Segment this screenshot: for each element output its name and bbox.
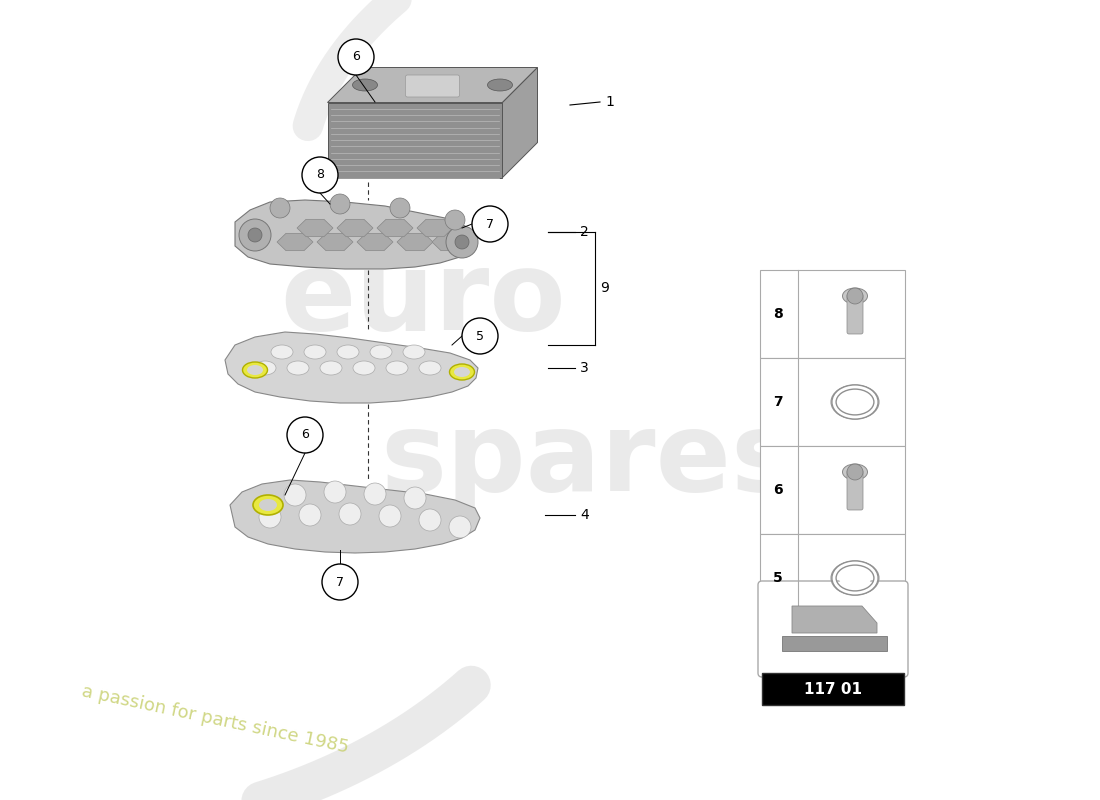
Circle shape xyxy=(258,506,280,528)
Ellipse shape xyxy=(454,367,470,377)
Polygon shape xyxy=(328,102,503,178)
Ellipse shape xyxy=(320,361,342,375)
Circle shape xyxy=(270,198,290,218)
Polygon shape xyxy=(782,636,887,651)
Ellipse shape xyxy=(370,345,392,359)
Circle shape xyxy=(446,210,465,230)
Text: 6: 6 xyxy=(773,483,783,497)
FancyBboxPatch shape xyxy=(406,75,460,97)
FancyBboxPatch shape xyxy=(847,470,864,510)
FancyBboxPatch shape xyxy=(760,270,905,358)
Ellipse shape xyxy=(337,345,359,359)
Circle shape xyxy=(330,194,350,214)
Ellipse shape xyxy=(839,391,871,413)
Circle shape xyxy=(404,487,426,509)
Polygon shape xyxy=(230,480,480,553)
Text: 7: 7 xyxy=(773,395,783,409)
Text: 5: 5 xyxy=(773,571,783,585)
Ellipse shape xyxy=(386,361,408,375)
Polygon shape xyxy=(337,219,373,237)
FancyBboxPatch shape xyxy=(760,446,905,534)
Polygon shape xyxy=(358,234,393,250)
Circle shape xyxy=(455,235,469,249)
Ellipse shape xyxy=(287,361,309,375)
Ellipse shape xyxy=(353,361,375,375)
Circle shape xyxy=(364,483,386,505)
Text: 2: 2 xyxy=(580,225,588,239)
Ellipse shape xyxy=(419,361,441,375)
Circle shape xyxy=(239,219,271,251)
Ellipse shape xyxy=(352,79,377,91)
Ellipse shape xyxy=(839,567,871,589)
Circle shape xyxy=(322,564,358,600)
FancyBboxPatch shape xyxy=(847,294,864,334)
Polygon shape xyxy=(277,234,313,250)
Polygon shape xyxy=(792,606,877,633)
Circle shape xyxy=(446,226,478,258)
Polygon shape xyxy=(317,234,353,250)
Circle shape xyxy=(284,484,306,506)
Ellipse shape xyxy=(248,365,263,375)
Ellipse shape xyxy=(450,364,474,380)
FancyBboxPatch shape xyxy=(758,581,908,677)
Text: a passion for parts since 1985: a passion for parts since 1985 xyxy=(80,683,351,757)
Polygon shape xyxy=(432,234,468,250)
Circle shape xyxy=(847,464,864,480)
Ellipse shape xyxy=(258,499,277,511)
Polygon shape xyxy=(297,219,333,237)
Circle shape xyxy=(299,504,321,526)
Text: 4: 4 xyxy=(580,508,588,522)
Text: 117 01: 117 01 xyxy=(804,682,862,697)
Circle shape xyxy=(287,417,323,453)
Text: 8: 8 xyxy=(316,169,324,182)
Text: 6: 6 xyxy=(352,50,360,63)
Text: 9: 9 xyxy=(600,281,609,295)
Circle shape xyxy=(248,228,262,242)
Circle shape xyxy=(338,39,374,75)
FancyBboxPatch shape xyxy=(762,673,904,705)
Text: 1: 1 xyxy=(605,95,614,109)
Circle shape xyxy=(462,318,498,354)
Circle shape xyxy=(390,198,410,218)
Text: 5: 5 xyxy=(476,330,484,342)
Ellipse shape xyxy=(843,464,868,480)
Polygon shape xyxy=(397,234,433,250)
Ellipse shape xyxy=(254,361,276,375)
Circle shape xyxy=(472,206,508,242)
Polygon shape xyxy=(503,67,538,178)
Text: spares: spares xyxy=(379,406,798,514)
Polygon shape xyxy=(235,200,475,269)
Text: 7: 7 xyxy=(336,575,344,589)
Text: 7: 7 xyxy=(486,218,494,230)
Ellipse shape xyxy=(304,345,326,359)
FancyBboxPatch shape xyxy=(760,534,905,622)
Ellipse shape xyxy=(271,345,293,359)
Polygon shape xyxy=(226,332,478,403)
Circle shape xyxy=(419,509,441,531)
Ellipse shape xyxy=(242,362,267,378)
Text: 3: 3 xyxy=(580,361,588,375)
Polygon shape xyxy=(417,219,453,237)
Polygon shape xyxy=(377,219,412,237)
Ellipse shape xyxy=(253,495,283,515)
Ellipse shape xyxy=(843,288,868,304)
Circle shape xyxy=(847,288,864,304)
Ellipse shape xyxy=(403,345,425,359)
Circle shape xyxy=(449,516,471,538)
Circle shape xyxy=(379,505,401,527)
Circle shape xyxy=(324,481,346,503)
Ellipse shape xyxy=(487,79,513,91)
Text: 6: 6 xyxy=(301,429,309,442)
Polygon shape xyxy=(328,67,538,102)
Text: euro: euro xyxy=(280,246,565,354)
FancyBboxPatch shape xyxy=(760,358,905,446)
Circle shape xyxy=(302,157,338,193)
Text: 8: 8 xyxy=(773,307,783,321)
Circle shape xyxy=(339,503,361,525)
